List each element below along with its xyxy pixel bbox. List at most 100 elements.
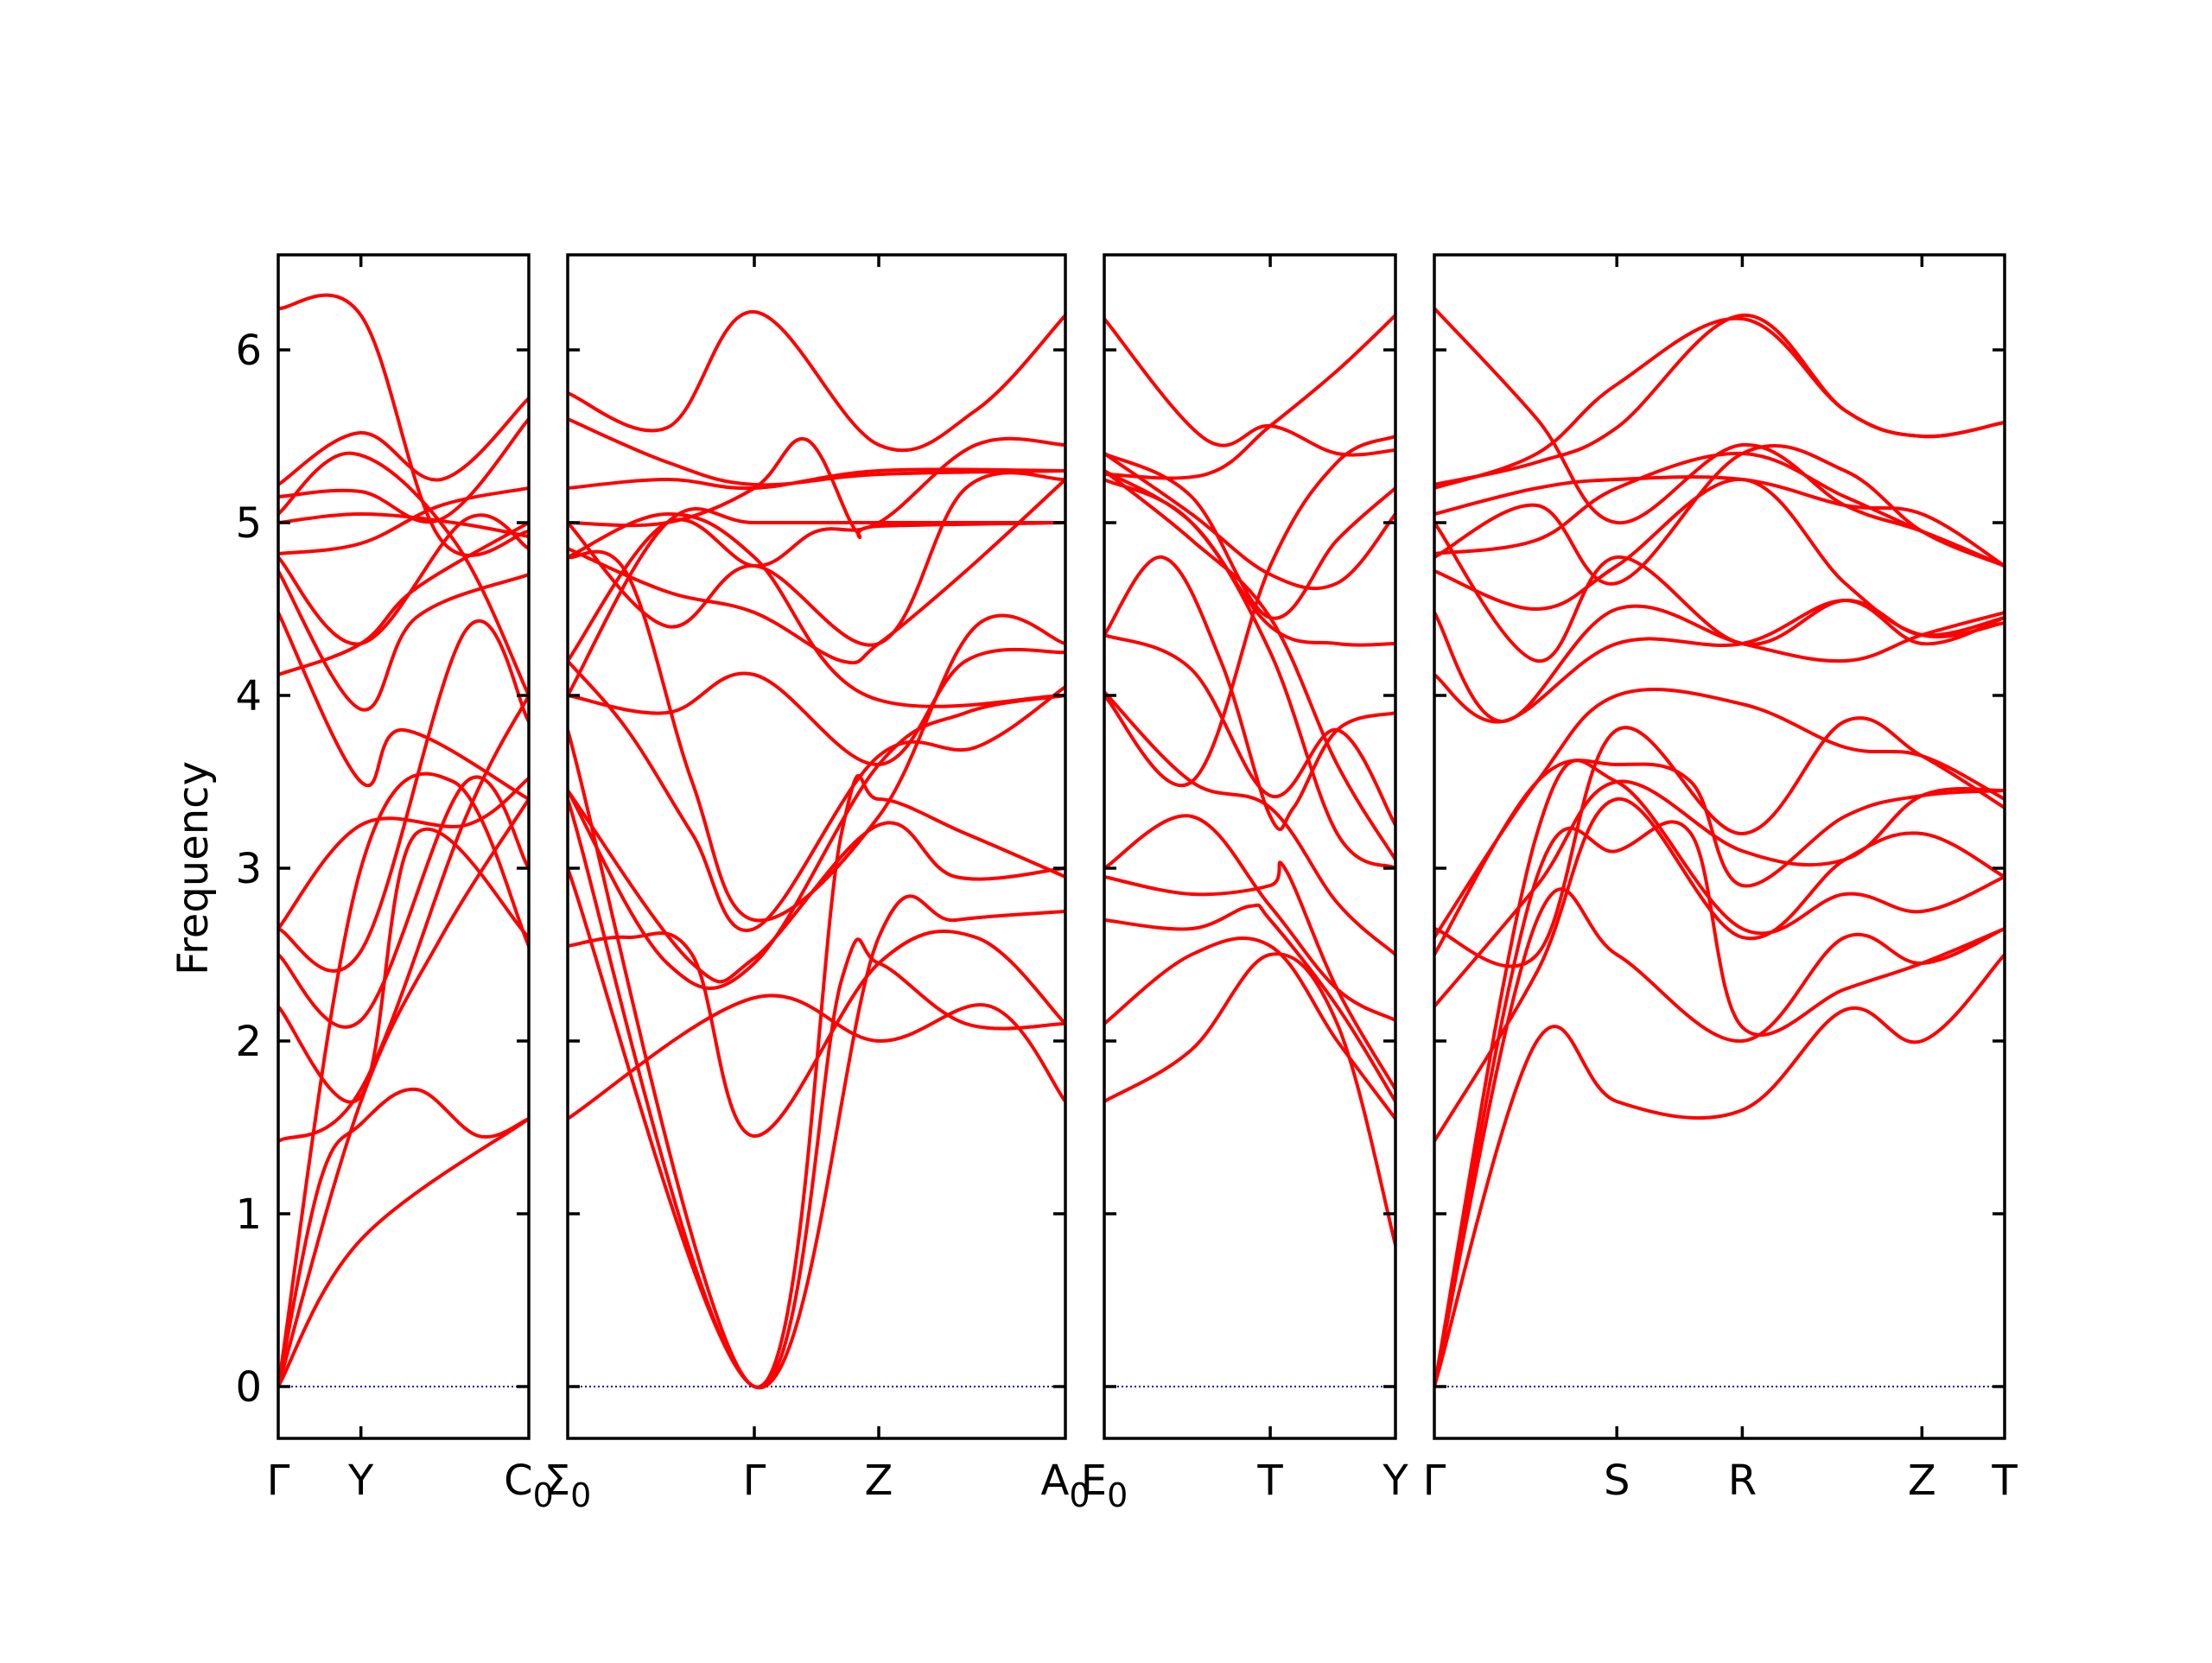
x-tick-label: Γ <box>267 1457 290 1505</box>
bands <box>1104 314 1395 1247</box>
y-tick-label: 5 <box>235 499 262 548</box>
band-line-16 <box>278 397 529 486</box>
band-line-15 <box>1434 475 2005 568</box>
x-tick-label: E0 <box>1081 1457 1128 1514</box>
x-tick-label: S <box>1604 1457 1630 1505</box>
band-line-19 <box>278 451 529 697</box>
band-line-10 <box>1104 469 1395 861</box>
band-line-11 <box>278 611 529 801</box>
x-tick-label: T <box>1256 1457 1283 1505</box>
band-line-5 <box>1434 797 2005 1143</box>
bands <box>1434 307 2005 1388</box>
y-axis: 0 1 2 3 4 5 6 <box>235 327 262 1412</box>
band-line-1 <box>1434 953 2005 1388</box>
panel-frame <box>1433 253 2006 1440</box>
band-line-1 <box>568 993 1065 1120</box>
x-tick-label: Z <box>1908 1457 1936 1505</box>
band-line-17 <box>278 512 529 538</box>
y-tick-label: 4 <box>235 672 262 720</box>
band-line-7 <box>568 694 1065 991</box>
band-line-13 <box>1104 478 1395 870</box>
band-line-4 <box>568 797 1065 1390</box>
panel-2: Σ0 Γ Z A0 <box>544 253 1090 1514</box>
band-line-13 <box>278 513 529 646</box>
band-line-2 <box>1104 936 1395 1120</box>
band-line-12 <box>568 471 1065 647</box>
band-line-3 <box>1434 820 2005 1388</box>
y-axis-label: Frequency <box>169 761 218 975</box>
x-tick-label: T <box>1991 1457 2018 1505</box>
band-line-2 <box>1434 887 2005 1388</box>
band-line-19 <box>1434 521 2005 663</box>
band-line-19 <box>568 507 1065 697</box>
band-line-14 <box>568 512 1065 708</box>
band-line-17 <box>568 417 1065 487</box>
x-tick-label: A0 <box>1040 1457 1090 1514</box>
band-line-11 <box>1434 604 2005 724</box>
panel-frame <box>566 253 1067 1440</box>
x-tick-label: Γ <box>743 1457 766 1505</box>
x-tick-label: Y <box>1382 1457 1408 1505</box>
band-line-9 <box>568 647 1065 767</box>
bands <box>278 293 529 1388</box>
band-line-10 <box>278 521 529 676</box>
y-tick-label: 2 <box>235 1018 262 1066</box>
band-line-10 <box>568 549 1065 923</box>
band-line-3 <box>1104 903 1395 1103</box>
x-tick-label: Σ0 <box>544 1457 592 1514</box>
band-line-6 <box>278 827 529 1104</box>
band-line-4 <box>1434 759 2005 1388</box>
band-line-7 <box>1434 759 2005 956</box>
panel-frame <box>1103 253 1397 1440</box>
band-line-3 <box>568 866 1065 1389</box>
band-line-8 <box>278 619 529 973</box>
band-line-16 <box>568 467 1065 491</box>
band-line-18 <box>1434 307 2005 568</box>
band-line-12 <box>1434 477 2005 639</box>
x-tick-label: C0 <box>504 1457 554 1514</box>
band-line-15 <box>1104 314 1395 480</box>
band-line-6 <box>568 728 1065 1389</box>
x-tick-label: Y <box>347 1457 374 1505</box>
band-line-18 <box>278 293 529 557</box>
panel-frame <box>276 253 531 1440</box>
band-line-17 <box>1434 313 2005 486</box>
band-line-14 <box>1104 317 1395 457</box>
band-line-2 <box>278 1087 529 1388</box>
x-tick-label: Γ <box>1423 1457 1446 1505</box>
band-line-16 <box>1434 316 2005 490</box>
y-tick-label: 1 <box>235 1190 262 1239</box>
band-line-13 <box>568 436 1065 663</box>
band-line-6 <box>1104 690 1395 956</box>
panel-3: E0 T Y <box>1081 253 1408 1514</box>
band-line-3 <box>278 797 529 1388</box>
band-line-1 <box>1104 952 1395 1247</box>
band-line-8 <box>1434 716 2005 968</box>
y-tick-label: 6 <box>235 327 262 375</box>
band-line-2 <box>568 929 1065 1139</box>
band-line-14 <box>278 486 529 555</box>
band-line-8 <box>568 659 1065 932</box>
x-tick-label: R <box>1728 1457 1757 1505</box>
band-line-7 <box>1104 633 1395 827</box>
band-line-5 <box>1104 814 1395 1022</box>
band-line-11 <box>568 478 1065 665</box>
band-line-5 <box>278 694 529 1143</box>
y-tick-label: 3 <box>235 845 262 893</box>
band-line-16 <box>1104 435 1395 787</box>
bands <box>568 309 1065 1390</box>
band-line-11 <box>1104 452 1395 591</box>
band-line-9 <box>278 777 529 930</box>
y-tick-label: 0 <box>235 1363 262 1412</box>
band-line-12 <box>278 569 529 712</box>
band-line-10 <box>1434 599 2005 724</box>
band-line-8 <box>1104 555 1395 832</box>
band-line-1 <box>278 1117 529 1388</box>
band-line-4 <box>278 771 529 1388</box>
band-line-4 <box>1104 860 1395 1091</box>
x-tick-label: Z <box>865 1457 893 1505</box>
